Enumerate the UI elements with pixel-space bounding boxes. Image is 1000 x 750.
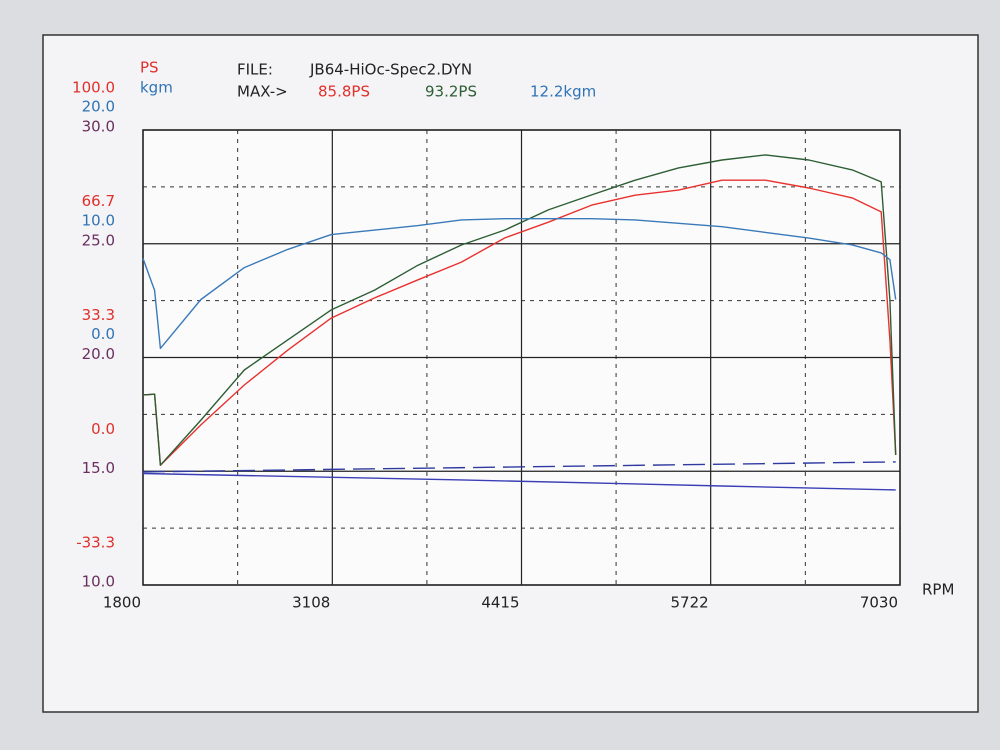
kgm-tick-label: 20.0 <box>82 98 115 116</box>
x-tick-label: 1800 <box>103 594 141 612</box>
y3-tick-label: 25.0 <box>82 231 115 249</box>
max-value: 93.2PS <box>425 83 477 101</box>
x-axis-title: RPM <box>922 581 954 599</box>
max-label: MAX-> <box>237 83 288 101</box>
max-value: 12.2kgm <box>530 83 596 101</box>
y3-tick-label: 30.0 <box>82 118 115 136</box>
ps-tick-label: 0.0 <box>91 420 115 438</box>
kgm-axis-title: kgm <box>140 79 173 97</box>
y3-tick-label: 20.0 <box>82 345 115 363</box>
y3-tick-label: 15.0 <box>82 459 115 477</box>
file-label: FILE: <box>237 61 273 79</box>
kgm-tick-label: 0.0 <box>91 325 115 343</box>
series-line <box>142 179 897 466</box>
series-line <box>142 218 897 350</box>
ps-tick-label: -33.3 <box>76 534 115 552</box>
ps-axis-title: PS <box>140 59 159 77</box>
y3-tick-label: 10.0 <box>82 573 115 591</box>
ps-tick-label: 33.3 <box>82 306 115 324</box>
ps-tick-label: 66.7 <box>82 192 115 210</box>
file-name: JB64-HiOc-Spec2.DYN <box>309 61 472 79</box>
x-tick-label: 5722 <box>670 594 708 612</box>
series-line <box>142 472 896 491</box>
kgm-tick-label: 10.0 <box>82 211 115 229</box>
max-value: 85.8PS <box>318 83 370 101</box>
x-tick-label: 3108 <box>292 594 330 612</box>
ps-tick-label: 100.0 <box>72 79 115 97</box>
series-line <box>142 461 896 473</box>
x-tick-label: 7030 <box>860 594 898 612</box>
series-line <box>142 154 897 466</box>
x-tick-label: 4415 <box>481 594 519 612</box>
